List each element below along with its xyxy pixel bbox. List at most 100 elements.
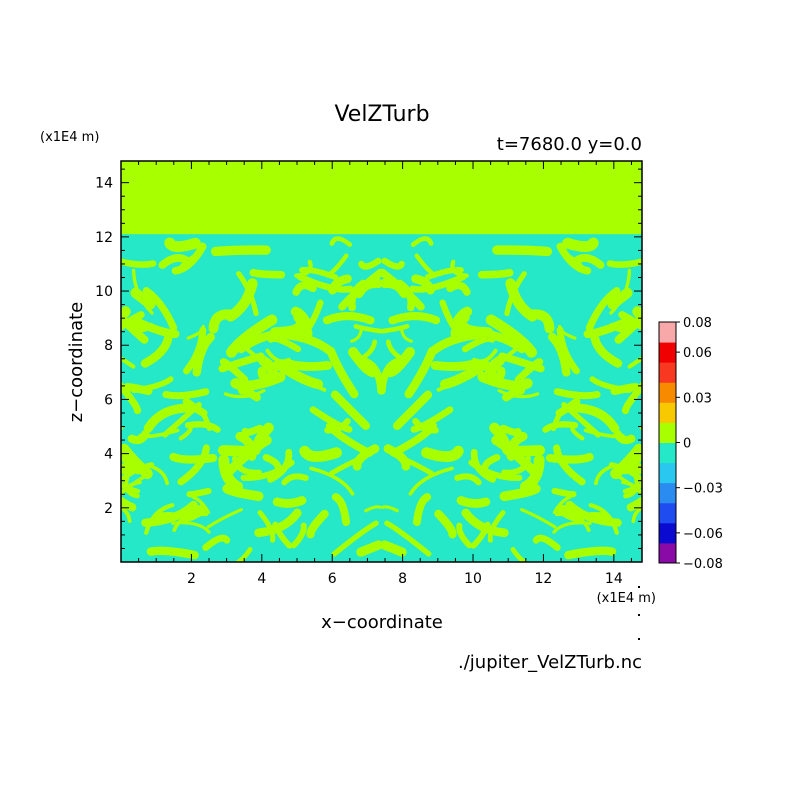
turbulence-streak	[509, 445, 545, 457]
x-tick-label: 8	[398, 571, 407, 587]
turbulence-streak	[412, 493, 432, 527]
turbulence-streak	[184, 421, 221, 433]
turbulence-streak	[325, 422, 374, 457]
turbulence-streak	[330, 390, 371, 430]
turbulence-streak	[121, 505, 132, 524]
colorbar-swatch	[659, 542, 676, 564]
turbulence-streak	[358, 257, 382, 270]
turbulence-streak	[485, 314, 537, 358]
turbulence-streak	[510, 547, 529, 562]
turbulence-streak	[450, 312, 470, 341]
turbulence-streak	[408, 466, 454, 496]
turbulence-streak	[278, 366, 327, 392]
colorbar-swatch	[659, 382, 676, 403]
turbulence-streak	[621, 380, 642, 415]
turbulence-streak	[461, 508, 509, 538]
turbulence-streak	[331, 493, 351, 527]
turbulence-streak	[514, 358, 544, 384]
colorbar-tick-label: 0.03	[683, 391, 712, 406]
turbulence-streak	[293, 312, 313, 341]
turbulence-streak	[142, 287, 178, 332]
turbulence-streak	[551, 487, 577, 498]
turbulence-streak	[290, 522, 307, 549]
turbulence-streak	[381, 257, 405, 270]
turbulence-streak	[410, 236, 434, 247]
turbulence-streak	[446, 281, 471, 296]
turbulence-streak	[632, 306, 642, 321]
turbulence-streak	[506, 431, 528, 461]
turbulence-streak	[178, 504, 207, 522]
turbulence-streak	[362, 358, 385, 395]
chart-title: VelZTurb	[334, 102, 429, 127]
turbulence-streak	[499, 424, 522, 437]
turbulence-streak	[385, 339, 409, 364]
turbulence-streak	[202, 534, 231, 551]
turbulence-streak	[171, 242, 207, 275]
colorbar-swatch	[659, 502, 676, 524]
turbulence-streak	[608, 462, 642, 485]
turbulence-streak	[389, 422, 438, 457]
y-tick-label: 8	[104, 338, 113, 354]
colorbar-swatch	[659, 362, 676, 383]
turbulence-streak	[454, 473, 482, 486]
turbulence-streak	[149, 464, 169, 486]
x-tick-label: 4	[257, 571, 266, 587]
turbulence-streak	[614, 312, 642, 344]
colorbar-tick-label: −0.08	[683, 557, 723, 572]
turbulence-streak	[350, 326, 364, 343]
turbulence-streak	[143, 403, 197, 433]
turbulence-streak	[430, 358, 481, 372]
turbulence-streak	[322, 311, 375, 325]
turbulence-streak	[356, 540, 384, 557]
turbulence-streak	[123, 383, 153, 396]
turbulence-streak	[520, 508, 557, 529]
turbulence-streak	[272, 496, 307, 508]
turbulence-streak	[379, 540, 407, 557]
turbulence-streak	[384, 347, 415, 378]
turbulence-streak	[481, 453, 501, 471]
turbulence-streak	[622, 482, 642, 494]
turbulence-streak	[553, 444, 586, 486]
turbulence-streak	[121, 474, 147, 497]
turbulence-streak	[131, 268, 154, 315]
turbulence-streak	[309, 466, 355, 496]
turbulence-streak	[572, 254, 605, 269]
turbulence-streak	[564, 546, 617, 560]
turbulence-streak	[241, 424, 264, 437]
turbulence-streak	[195, 408, 212, 432]
turbulence-streak	[383, 444, 411, 471]
colorbar-tick-label: −0.06	[683, 527, 723, 542]
turbulence-streak	[552, 521, 592, 534]
turbulence-streak	[477, 268, 514, 279]
colorbar-swatch	[659, 522, 676, 544]
turbulence-field	[121, 234, 642, 562]
turbulence-streak	[299, 445, 342, 463]
turbulence-streak	[292, 281, 317, 296]
turbulence-streak	[545, 452, 594, 464]
y-tick-label: 10	[95, 284, 113, 300]
chart-subtitle: t=7680.0 y=0.0	[497, 134, 642, 155]
turbulence-streak	[392, 390, 433, 430]
y-tick-label: 14	[95, 176, 113, 192]
turbulence-streak	[497, 389, 540, 399]
turbulence-streak	[410, 406, 454, 433]
turbulence-streak	[158, 254, 191, 269]
turbulence-streak	[329, 236, 353, 247]
turbulence-streak	[505, 278, 538, 322]
turbulence-streak	[616, 474, 642, 497]
turbulence-streak	[354, 339, 378, 364]
y-tick-label: 6	[104, 392, 113, 408]
turbulence-streak	[458, 321, 494, 338]
turbulence-streak	[470, 521, 491, 549]
x-unit-label: (x1E4 m)	[597, 591, 656, 606]
turbulence-streak	[628, 463, 642, 475]
colorbar-swatch	[659, 462, 676, 484]
turbulence-streak	[626, 495, 642, 512]
turbulence-streak	[121, 462, 155, 485]
axis-markers	[638, 586, 640, 640]
y-unit-label: (x1E4 m)	[40, 130, 99, 145]
turbulence-streak	[331, 520, 379, 557]
turbulence-streak	[169, 452, 218, 464]
turbulence-streak	[121, 443, 153, 480]
